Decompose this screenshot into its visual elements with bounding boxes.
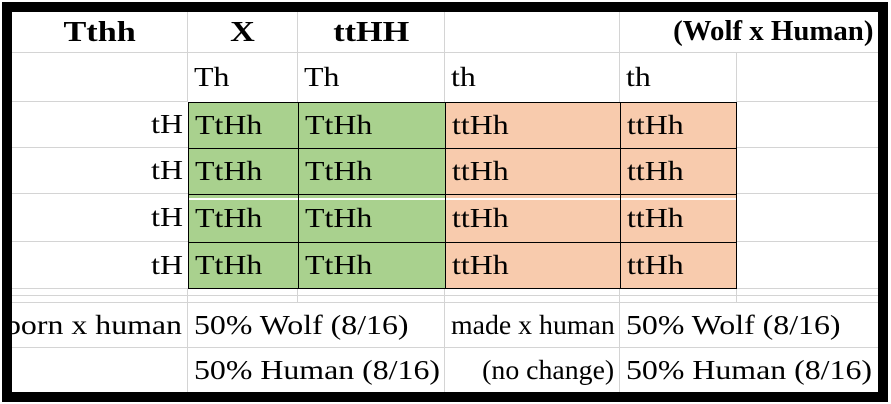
genotype-text: TtHh (305, 156, 373, 186)
punnett-cell[interactable]: TtHh (188, 242, 298, 289)
row-gamete-cell-1[interactable]: tH (12, 102, 188, 148)
parent2-genotype-text: ttHH (332, 15, 410, 48)
punnett-cell[interactable]: TtHh (188, 148, 298, 194)
row-gamete-cell-2[interactable]: tH (12, 148, 188, 194)
cell-parent1-genotype[interactable]: Tthh (12, 12, 188, 53)
genotype-text: TtHh (305, 110, 373, 140)
genotype-text: ttHh (627, 203, 684, 233)
cell-blank-d1[interactable] (445, 12, 620, 53)
column-gametes-row: Th Th th th (12, 53, 878, 102)
genotype-text: TtHh (195, 156, 263, 186)
cell-blank-f6[interactable] (737, 242, 878, 289)
spacer-row (12, 289, 878, 303)
cell-parent2-genotype[interactable]: ttHH (298, 12, 445, 53)
summary-value-text: 50% Wolf (8/16) (626, 309, 841, 340)
col-gamete-cell-2[interactable]: Th (298, 53, 445, 102)
punnett-cell[interactable]: TtHh (298, 148, 445, 194)
genotype-text: ttHh (627, 110, 684, 140)
summary-left-human[interactable]: 50% Human (8/16) (188, 348, 445, 392)
cross-symbol-text: X (230, 15, 255, 48)
summary-label-text: made x human (451, 309, 615, 340)
header-row: Tthh X ttHH (Wolf x Human) (12, 12, 878, 53)
punnett-cell[interactable]: TtHh (298, 102, 445, 148)
cell-blank-a9[interactable] (12, 348, 188, 392)
summary-right-wolf[interactable]: 50% Wolf (8/16) (620, 303, 878, 348)
genotype-text: ttHh (627, 156, 684, 186)
genotype-text: ttHh (452, 250, 509, 280)
punnett-cell[interactable]: ttHh (445, 102, 620, 148)
punnett-row: tH TtHh TtHh ttHh ttHh (12, 194, 878, 242)
summary-note-text: (no change) (481, 354, 614, 385)
cell-cross-symbol[interactable]: X (188, 12, 298, 53)
punnett-cell[interactable]: ttHh (620, 242, 737, 289)
punnett-cell[interactable]: TtHh (298, 242, 445, 289)
cell-blank-f2[interactable] (737, 53, 878, 102)
punnett-cell[interactable]: ttHh (620, 102, 737, 148)
summary-note-no-change[interactable]: (no change) (445, 348, 620, 392)
row-gamete-cell-3[interactable]: tH (12, 194, 188, 242)
row-gamete-text: tH (151, 155, 183, 185)
summary-value-text: 50% Human (8/16) (194, 354, 440, 385)
punnett-row: tH TtHh TtHh ttHh ttHh (12, 148, 878, 194)
col-gamete-text: Th (304, 62, 340, 92)
punnett-cell[interactable]: ttHh (620, 194, 737, 242)
genotype-text: TtHh (195, 110, 263, 140)
cell-blank-a2[interactable] (12, 53, 188, 102)
punnett-cell[interactable]: TtHh (188, 194, 298, 242)
summary-row-2: 50% Human (8/16) (no change) 50% Human (… (12, 348, 878, 392)
summary-value-text: 50% Human (8/16) (626, 354, 872, 385)
summary-label-made[interactable]: made x human (445, 303, 620, 348)
genotype-text: TtHh (195, 250, 263, 280)
summary-label-born[interactable]: born x human (5, 303, 188, 348)
punnett-row: tH TtHh TtHh ttHh ttHh (12, 242, 878, 289)
cell-blank-f5[interactable] (737, 194, 878, 242)
cell-cross-note[interactable]: (Wolf x Human) (620, 12, 878, 53)
genotype-text: ttHh (452, 110, 509, 140)
punnett-cell[interactable]: ttHh (445, 194, 620, 242)
summary-row-1: born x human 50% Wolf (8/16) made x huma… (5, 303, 878, 348)
row-gamete-text: tH (151, 249, 183, 280)
summary-left-wolf[interactable]: 50% Wolf (8/16) (188, 303, 445, 348)
genotype-text: ttHh (627, 250, 684, 280)
col-gamete-cell-4[interactable]: th (620, 53, 737, 102)
genotype-text: ttHh (452, 156, 509, 186)
cell-blank-f4[interactable] (737, 148, 878, 194)
spacer-cell[interactable] (12, 289, 188, 303)
parent1-genotype-text: Tthh (63, 15, 136, 48)
genotype-text: TtHh (305, 203, 373, 233)
genotype-text: TtHh (195, 203, 263, 233)
punnett-cell[interactable]: ttHh (445, 242, 620, 289)
punnett-cell[interactable]: ttHh (620, 148, 737, 194)
col-gamete-text: Th (194, 62, 230, 92)
punnett-cell[interactable]: TtHh (188, 102, 298, 148)
punnett-cell[interactable]: TtHh (298, 194, 445, 242)
genotype-text: ttHh (452, 203, 509, 233)
spacer-cell[interactable] (737, 289, 878, 303)
col-gamete-cell-1[interactable]: Th (188, 53, 298, 102)
cell-blank-f3[interactable] (737, 102, 878, 148)
cross-note-text: (Wolf x Human) (672, 16, 873, 47)
spacer-cell[interactable] (620, 289, 737, 303)
spacer-cell[interactable] (445, 289, 620, 303)
spacer-cell[interactable] (298, 289, 445, 303)
col-gamete-text: th (451, 62, 476, 92)
punnett-cell[interactable]: ttHh (445, 148, 620, 194)
col-gamete-cell-3[interactable]: th (445, 53, 620, 102)
col-gamete-text: th (626, 62, 651, 92)
genotype-text: TtHh (305, 250, 373, 280)
row-gamete-cell-4[interactable]: tH (12, 242, 188, 289)
row-gamete-text: tH (151, 109, 183, 139)
row-gamete-text: tH (151, 202, 183, 232)
spacer-cell[interactable] (188, 289, 298, 303)
punnett-row: tH TtHh TtHh ttHh ttHh (12, 102, 878, 148)
summary-right-human[interactable]: 50% Human (8/16) (620, 348, 878, 392)
summary-value-text: 50% Wolf (8/16) (194, 309, 409, 340)
summary-label-text: born x human (5, 309, 182, 340)
